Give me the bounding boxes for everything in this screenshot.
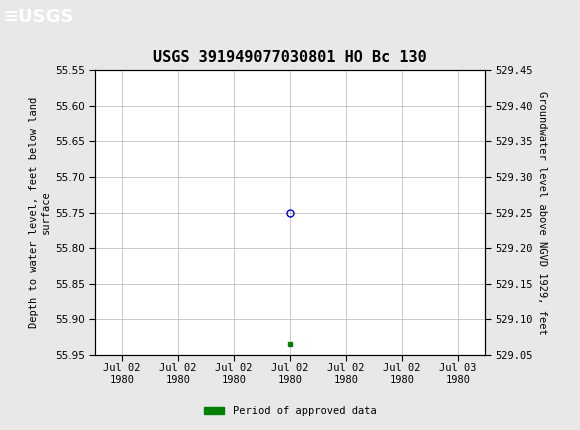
Text: USGS 391949077030801 HO Bc 130: USGS 391949077030801 HO Bc 130 — [153, 50, 427, 65]
Legend: Period of approved data: Period of approved data — [200, 402, 380, 421]
Y-axis label: Depth to water level, feet below land
surface: Depth to water level, feet below land su… — [29, 97, 50, 328]
Text: ≡USGS: ≡USGS — [3, 9, 74, 27]
Y-axis label: Groundwater level above NGVD 1929, feet: Groundwater level above NGVD 1929, feet — [537, 91, 547, 335]
